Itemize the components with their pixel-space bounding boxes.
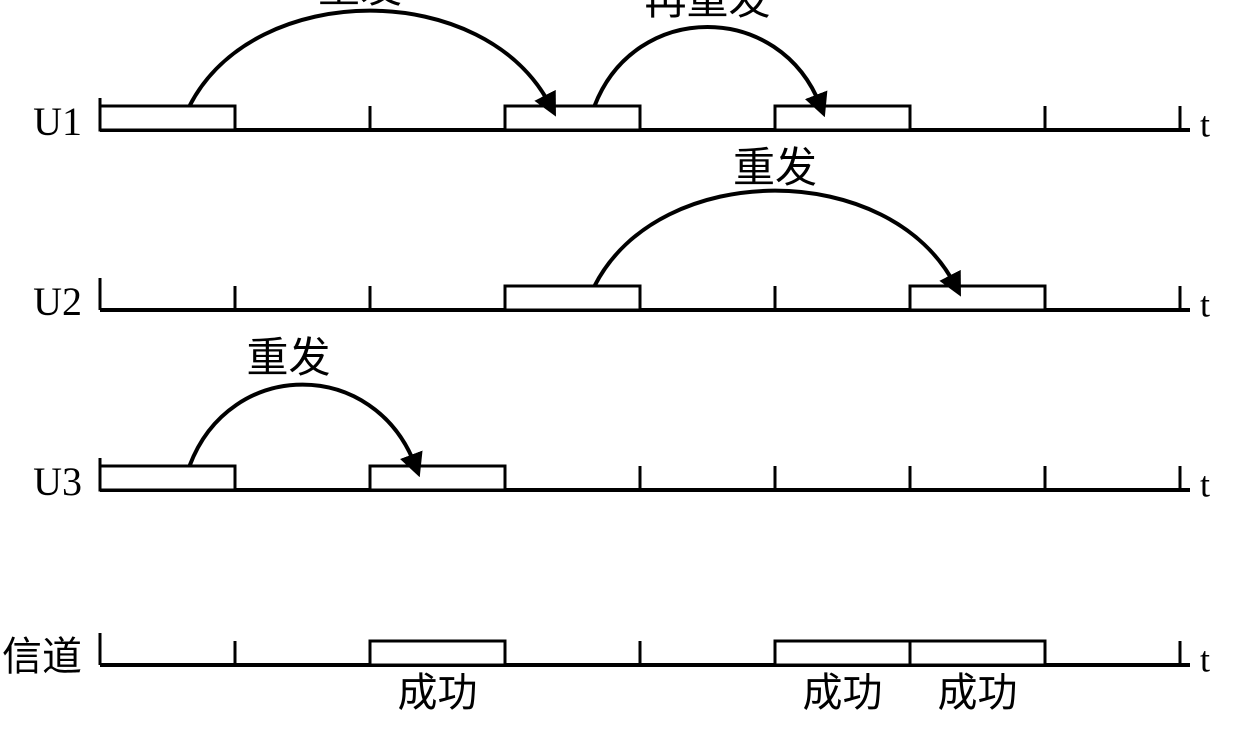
arc-u3-0-2 [190,385,416,466]
packet-u1-slot5 [775,106,910,130]
row-label-u2: U2 [33,279,82,324]
success-label-slot5: 成功 [803,670,883,715]
t-label-channel: t [1200,639,1210,679]
arc-label-u1-0-3: 重发 [318,0,402,12]
packet-u2-slot3 [505,286,640,310]
arc-u1-0-3 [190,11,551,106]
arc-label-u2-3-6: 重发 [733,146,817,192]
success-label-slot2: 成功 [398,670,478,715]
packet-channel-slot6 [910,641,1045,665]
t-label-u1: t [1200,104,1210,144]
t-label-u3: t [1200,464,1210,504]
packet-u2-slot6 [910,286,1045,310]
arc-label-u3-0-2: 重发 [246,336,330,382]
arc-u2-3-6 [595,191,956,286]
row-label-u1: U1 [33,99,82,144]
packet-u1-slot3 [505,106,640,130]
packet-u1-slot0 [100,106,235,130]
arc-label-u1-3-5: 再重发 [644,0,770,24]
packet-channel-slot2 [370,641,505,665]
row-label-channel: 信道 [2,634,82,679]
row-label-u3: U3 [33,459,82,504]
t-label-u2: t [1200,284,1210,324]
packet-u3-slot2 [370,466,505,490]
packet-channel-slot5 [775,641,910,665]
packet-u3-slot0 [100,466,235,490]
success-label-slot6: 成功 [938,670,1018,715]
arc-u1-3-5 [595,27,821,106]
